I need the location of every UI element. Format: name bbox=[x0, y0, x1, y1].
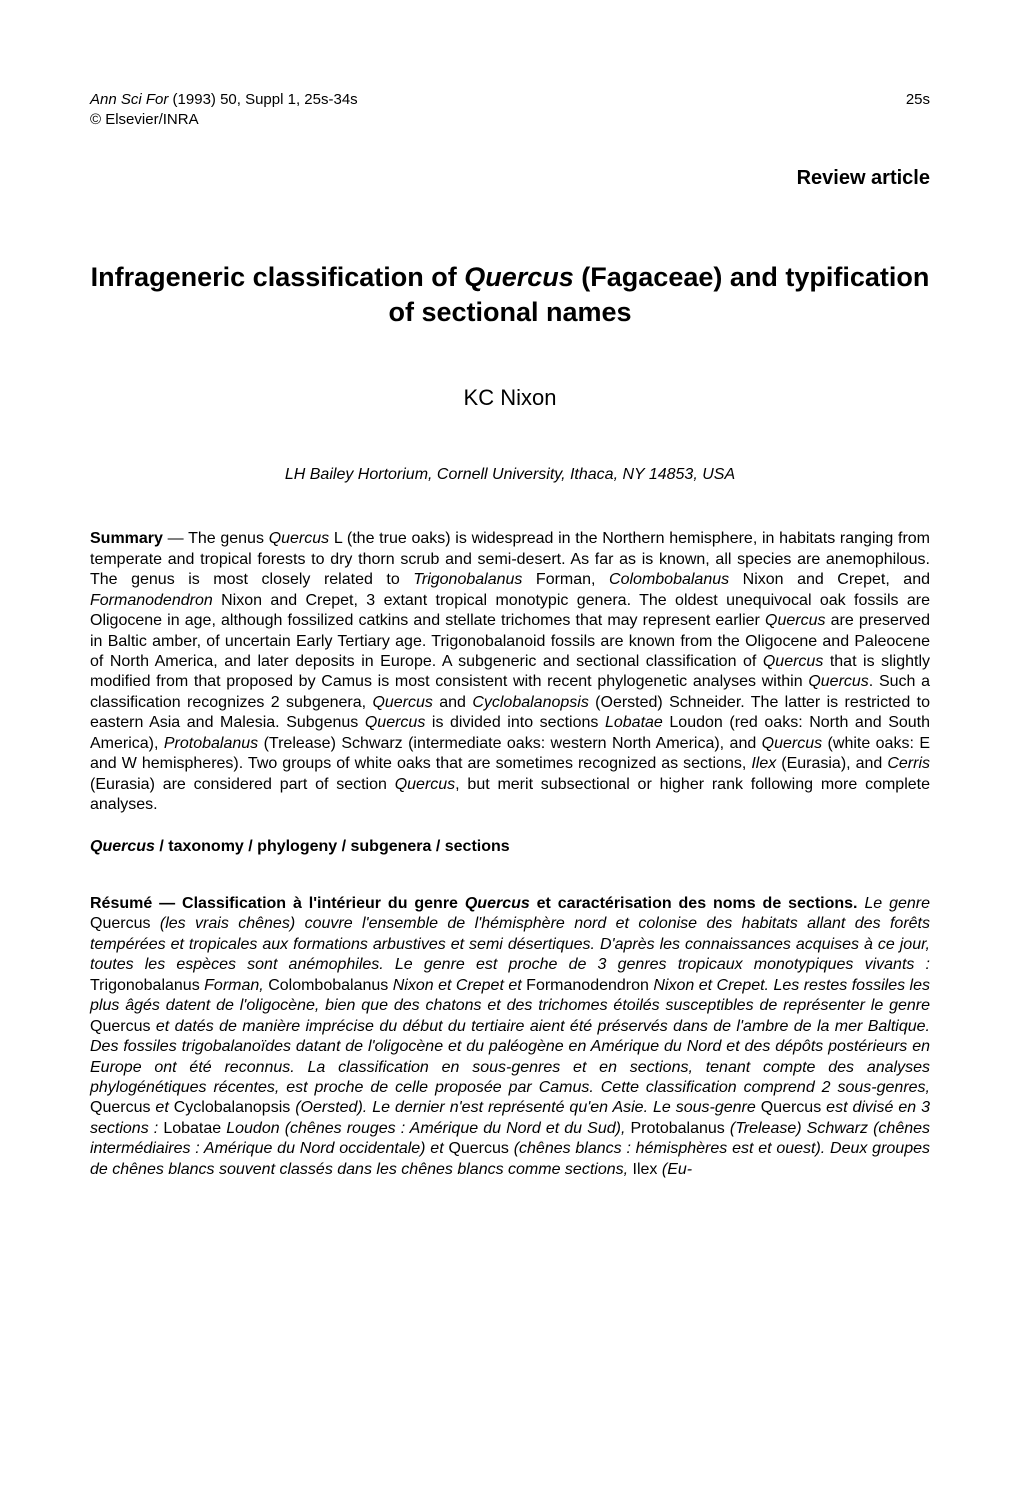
author-name: KC Nixon bbox=[90, 385, 930, 411]
journal-name: Ann Sci For bbox=[90, 91, 168, 108]
genus-roman: Cyclobalanopsis bbox=[174, 1099, 291, 1116]
summary-dash: — bbox=[163, 530, 188, 547]
genus-italic: Quercus bbox=[365, 714, 425, 731]
genus-roman: Lobatae bbox=[163, 1120, 221, 1137]
summary-text: Forman, bbox=[522, 571, 609, 588]
article-type: Review article bbox=[90, 167, 930, 190]
genus-roman: Quercus bbox=[761, 1099, 821, 1116]
genus-italic: Cerris bbox=[887, 755, 930, 772]
genus-roman: Ilex bbox=[633, 1161, 658, 1178]
genus-italic: Protobalanus bbox=[164, 735, 258, 752]
genus-italic: Ilex bbox=[751, 755, 776, 772]
summary-label: Summary bbox=[90, 530, 163, 547]
citation: (1993) 50, Suppl 1, 25s-34s bbox=[168, 91, 357, 108]
author-affiliation: LH Bailey Hortorium, Cornell University,… bbox=[90, 466, 930, 484]
genus-roman: Colombobalanus bbox=[268, 977, 388, 994]
resume-section: Résumé — Classification à l'intérieur du… bbox=[90, 894, 930, 1181]
resume-label2: et caractérisation des noms de sections. bbox=[530, 895, 858, 912]
genus-italic: Quercus bbox=[762, 735, 822, 752]
summary-text: (Eurasia), and bbox=[776, 755, 887, 772]
summary-text: Nixon and Crepet, and bbox=[729, 571, 930, 588]
genus-italic: Cyclobalanopsis bbox=[472, 694, 589, 711]
genus-roman: Trigonobalanus bbox=[90, 977, 200, 994]
resume-label: Résumé — Classification à l'intérieur du… bbox=[90, 895, 465, 912]
resume-text: Nixon et Crepet et bbox=[388, 977, 526, 994]
summary-text: (Trelease) Schwarz (intermediate oaks: w… bbox=[258, 735, 762, 752]
genus-italic: Trigonobalanus bbox=[413, 571, 522, 588]
resume-text: Forman, bbox=[200, 977, 268, 994]
keyword-rest: / taxonomy / phylogeny / subgenera / sec… bbox=[155, 838, 510, 855]
resume-text: Le genre bbox=[857, 895, 930, 912]
resume-text: Loudon (chênes rouges : Amérique du Nord… bbox=[221, 1120, 630, 1137]
header-left: Ann Sci For (1993) 50, Suppl 1, 25s-34s … bbox=[90, 90, 358, 129]
resume-text: (Eu- bbox=[657, 1161, 692, 1178]
resume-text: et datés de manière imprécise du début d… bbox=[90, 1018, 930, 1096]
genus-italic: Colombobalanus bbox=[609, 571, 729, 588]
keyword-lead: Quercus bbox=[90, 838, 155, 855]
resume-text: et bbox=[150, 1099, 173, 1116]
page-number: 25s bbox=[906, 90, 930, 129]
running-header: Ann Sci For (1993) 50, Suppl 1, 25s-34s … bbox=[90, 90, 930, 129]
keywords-line: Quercus / taxonomy / phylogeny / subgene… bbox=[90, 838, 930, 856]
resume-genus: Quercus bbox=[465, 895, 530, 912]
summary-section: Summary — The genus Quercus L (the true … bbox=[90, 529, 930, 816]
resume-text: (les vrais chênes) couvre l'ensemble de … bbox=[90, 915, 930, 973]
copyright: © Elsevier/INRA bbox=[90, 111, 199, 128]
summary-text: is divided into sections bbox=[425, 714, 605, 731]
summary-text: The genus bbox=[188, 530, 269, 547]
title-pre: Infrageneric classification of bbox=[91, 262, 465, 292]
article-title: Infrageneric classification of Quercus (… bbox=[90, 260, 930, 330]
page-container: Ann Sci For (1993) 50, Suppl 1, 25s-34s … bbox=[0, 0, 1020, 1240]
summary-text: (Eurasia) are considered part of section bbox=[90, 776, 395, 793]
genus-italic: Quercus bbox=[808, 673, 868, 690]
genus-italic: Quercus bbox=[372, 694, 432, 711]
genus-roman: Formanodendron bbox=[526, 977, 649, 994]
genus-italic: Lobatae bbox=[605, 714, 663, 731]
genus-italic: Quercus bbox=[765, 612, 825, 629]
resume-text: (Oersted). Le dernier n'est représenté q… bbox=[290, 1099, 760, 1116]
genus-italic: Formanodendron bbox=[90, 592, 213, 609]
genus-italic: Quercus bbox=[763, 653, 823, 670]
title-genus: Quercus bbox=[464, 262, 574, 292]
genus-roman: Quercus bbox=[90, 1018, 150, 1035]
genus-roman: Protobalanus bbox=[630, 1120, 724, 1137]
genus-roman: Quercus bbox=[448, 1140, 508, 1157]
genus-italic: Quercus bbox=[395, 776, 455, 793]
summary-text: and bbox=[433, 694, 472, 711]
genus-italic: Quercus bbox=[269, 530, 329, 547]
genus-roman: Quercus bbox=[90, 915, 150, 932]
genus-roman: Quercus bbox=[90, 1099, 150, 1116]
